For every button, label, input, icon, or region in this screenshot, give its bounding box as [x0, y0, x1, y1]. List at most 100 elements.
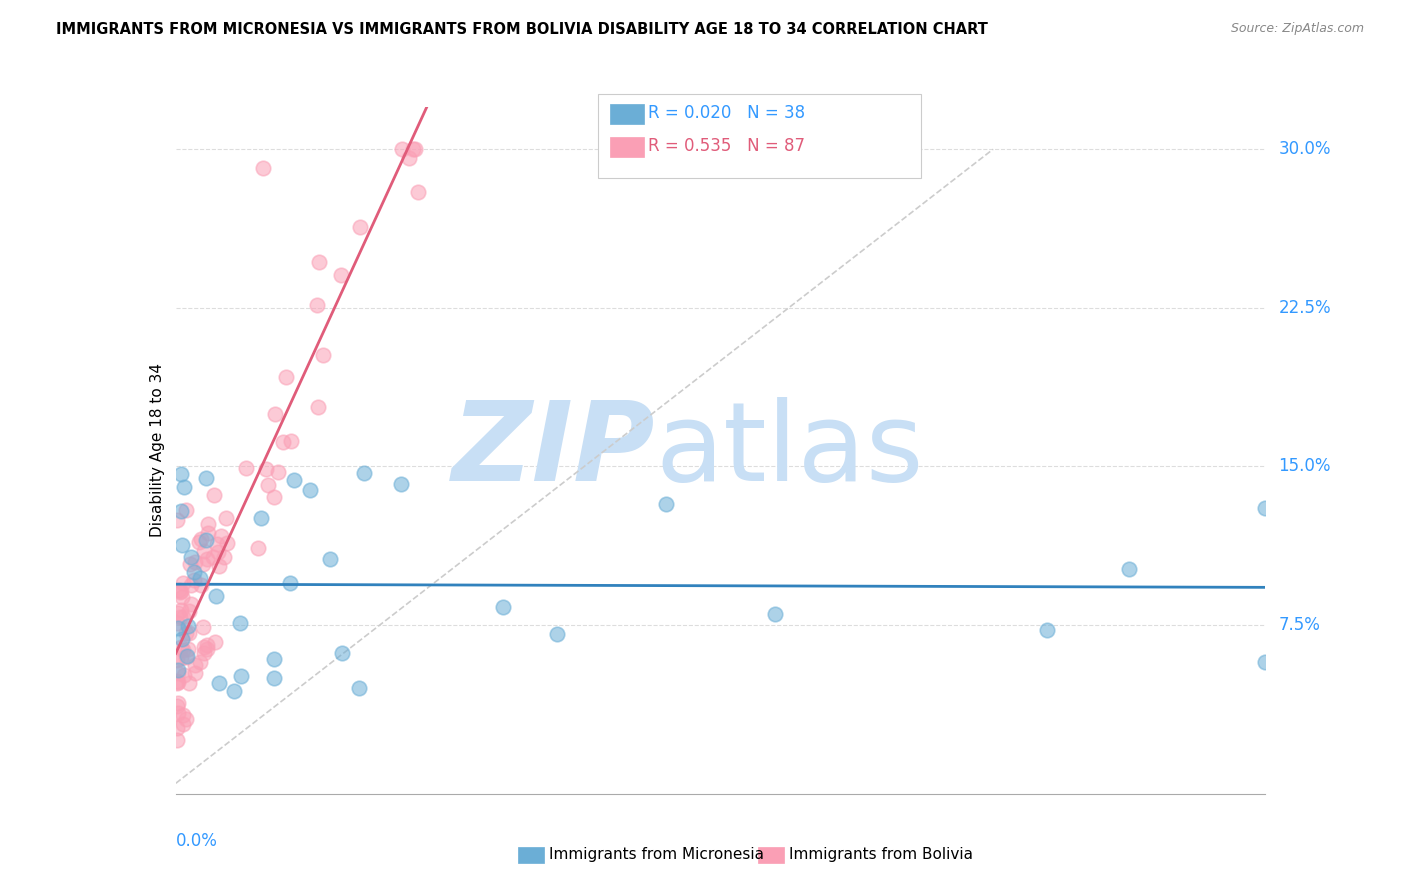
Point	[173, 667, 195, 681]
Point	[176, 649, 198, 664]
Point	[167, 664, 190, 678]
Text: atlas: atlas	[655, 397, 924, 504]
Point	[406, 185, 429, 199]
Point	[193, 640, 215, 654]
Point	[172, 643, 194, 657]
Point	[166, 513, 188, 527]
Point	[170, 640, 193, 654]
Point	[177, 642, 200, 657]
Point	[172, 610, 194, 624]
Point	[166, 699, 188, 714]
Point	[170, 467, 193, 482]
Point	[195, 638, 218, 652]
Point	[188, 571, 211, 585]
Y-axis label: Disability Age 18 to 34: Disability Age 18 to 34	[149, 363, 165, 538]
Point	[172, 632, 194, 646]
Text: 15.0%: 15.0%	[1278, 458, 1331, 475]
Text: IMMIGRANTS FROM MICRONESIA VS IMMIGRANTS FROM BOLIVIA DISABILITY AGE 18 TO 34 CO: IMMIGRANTS FROM MICRONESIA VS IMMIGRANTS…	[56, 22, 988, 37]
Point	[184, 658, 207, 673]
Point	[193, 646, 215, 660]
Point	[183, 574, 205, 588]
Text: 30.0%: 30.0%	[1278, 140, 1331, 158]
Point	[1254, 501, 1277, 516]
Point	[229, 615, 252, 630]
Text: Immigrants from Bolivia: Immigrants from Bolivia	[789, 847, 973, 862]
Point	[204, 635, 226, 649]
Point	[318, 552, 340, 566]
Point	[231, 669, 253, 683]
Point	[655, 497, 678, 511]
Point	[257, 477, 280, 491]
Point	[208, 676, 231, 690]
Point	[166, 733, 188, 747]
Point	[180, 597, 202, 611]
Point	[283, 473, 305, 487]
Point	[194, 533, 217, 547]
Point	[188, 535, 211, 549]
Point	[179, 676, 201, 690]
Point	[263, 491, 285, 505]
Point	[173, 480, 195, 494]
Point	[205, 589, 228, 603]
Point	[167, 582, 190, 597]
Text: R = 0.535   N = 87: R = 0.535 N = 87	[648, 137, 806, 155]
Point	[167, 696, 190, 710]
Point	[252, 161, 274, 176]
Point	[167, 621, 190, 635]
Point	[166, 616, 188, 631]
Point	[170, 583, 193, 598]
Point	[188, 655, 211, 669]
Point	[191, 620, 214, 634]
Point	[195, 642, 218, 657]
Point	[763, 607, 786, 621]
Point	[170, 504, 193, 518]
Point	[190, 533, 212, 547]
Point	[249, 511, 271, 525]
Point	[209, 529, 232, 543]
Point	[280, 434, 302, 448]
Point	[167, 666, 190, 681]
Point	[194, 471, 217, 485]
Point	[174, 626, 197, 640]
Point	[174, 712, 197, 726]
Point	[278, 576, 301, 591]
Point	[193, 544, 215, 558]
Point	[330, 646, 353, 660]
Point	[195, 552, 218, 566]
Point	[389, 476, 412, 491]
Point	[179, 625, 201, 640]
Point	[263, 671, 285, 685]
Point	[170, 603, 193, 617]
Point	[184, 555, 207, 569]
Point	[349, 681, 371, 695]
Point	[183, 565, 205, 579]
Text: R = 0.020   N = 38: R = 0.020 N = 38	[648, 104, 806, 122]
Point	[271, 435, 294, 450]
Point	[267, 465, 290, 479]
Point	[235, 461, 257, 475]
Point	[169, 610, 191, 624]
Point	[166, 721, 188, 735]
Point	[299, 483, 322, 498]
Point	[307, 400, 329, 414]
Point	[404, 142, 426, 156]
Point	[349, 220, 371, 235]
Point	[166, 674, 188, 689]
Point	[224, 683, 246, 698]
Point	[184, 666, 207, 681]
Point	[208, 558, 231, 573]
Point	[207, 545, 229, 559]
Point	[398, 151, 420, 165]
Point	[169, 584, 191, 599]
Text: 7.5%: 7.5%	[1278, 615, 1320, 634]
Point	[308, 255, 330, 269]
Point	[202, 487, 225, 501]
Point	[247, 541, 270, 556]
Point	[546, 627, 568, 641]
Point	[391, 142, 413, 156]
Text: 22.5%: 22.5%	[1278, 299, 1331, 317]
Point	[402, 142, 425, 156]
Point	[202, 549, 225, 564]
Point	[1254, 655, 1277, 669]
Point	[274, 369, 297, 384]
